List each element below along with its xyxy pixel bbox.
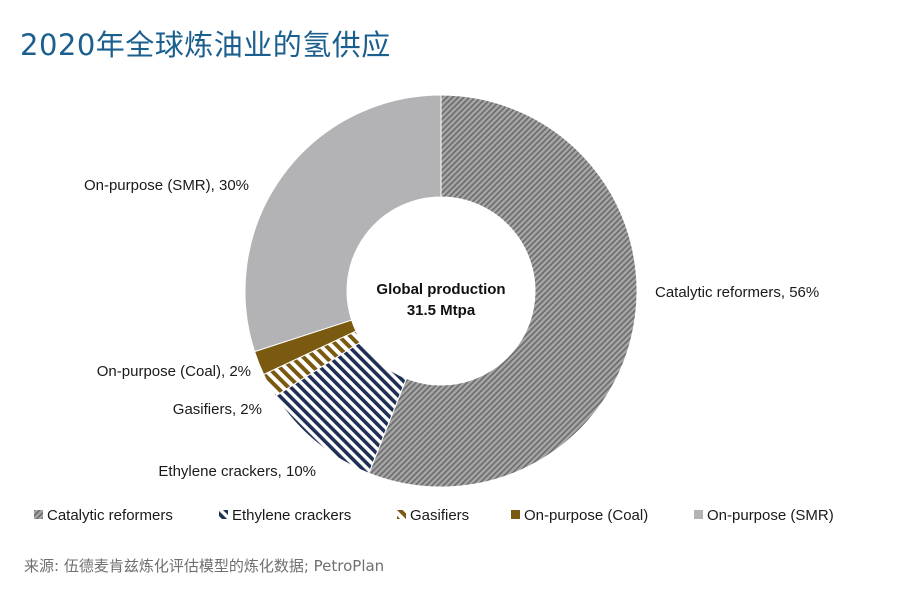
legend-label-catalytic-reformers: Catalytic reformers bbox=[47, 507, 173, 524]
legend-item-on-purpose-coal: On-purpose (Coal) bbox=[511, 507, 648, 524]
slice-catalytic-reformers bbox=[368, 94, 638, 488]
donut-slices bbox=[244, 94, 638, 488]
legend-swatch-ethylene-crackers bbox=[219, 510, 228, 519]
legend-label-on-purpose-coal: On-purpose (Coal) bbox=[524, 507, 648, 524]
chart-legend: Catalytic reformers Ethylene crackers Gasi… bbox=[34, 507, 834, 524]
legend-item-gasifiers: Gasifiers bbox=[397, 507, 469, 524]
slice-labels: Catalytic reformers, 56% Ethylene cracker… bbox=[84, 177, 819, 480]
source-note: 来源: 伍德麦肯兹炼化评估模型的炼化数据; PetroPlan bbox=[24, 557, 385, 575]
slice-label-gasifiers: Gasifiers, 2% bbox=[173, 401, 262, 418]
legend-swatch-on-purpose-smr bbox=[694, 510, 703, 519]
legend-item-ethylene-crackers: Ethylene crackers bbox=[219, 507, 351, 524]
legend-label-ethylene-crackers: Ethylene crackers bbox=[232, 507, 351, 524]
legend-swatch-on-purpose-coal bbox=[511, 510, 520, 519]
center-label-line-1: Global production bbox=[376, 281, 505, 298]
slice-label-on-purpose-coal: On-purpose (Coal), 2% bbox=[97, 363, 251, 380]
slice-label-catalytic-reformers: Catalytic reformers, 56% bbox=[655, 284, 819, 301]
legend-swatch-catalytic-reformers bbox=[34, 510, 43, 519]
slice-label-ethylene-crackers: Ethylene crackers, 10% bbox=[158, 463, 316, 480]
legend-item-on-purpose-smr: On-purpose (SMR) bbox=[694, 507, 834, 524]
chart-title: 2020年全球炼油业的氢供应 bbox=[20, 28, 391, 62]
legend-swatch-gasifiers bbox=[397, 510, 406, 519]
slice-on-purpose-smr bbox=[244, 94, 442, 353]
legend-label-gasifiers: Gasifiers bbox=[410, 507, 469, 524]
center-label-line-2: 31.5 Mtpa bbox=[407, 302, 476, 319]
slice-label-on-purpose-smr: On-purpose (SMR), 30% bbox=[84, 177, 249, 194]
legend-item-catalytic-reformers: Catalytic reformers bbox=[34, 507, 173, 524]
legend-label-on-purpose-smr: On-purpose (SMR) bbox=[707, 507, 834, 524]
